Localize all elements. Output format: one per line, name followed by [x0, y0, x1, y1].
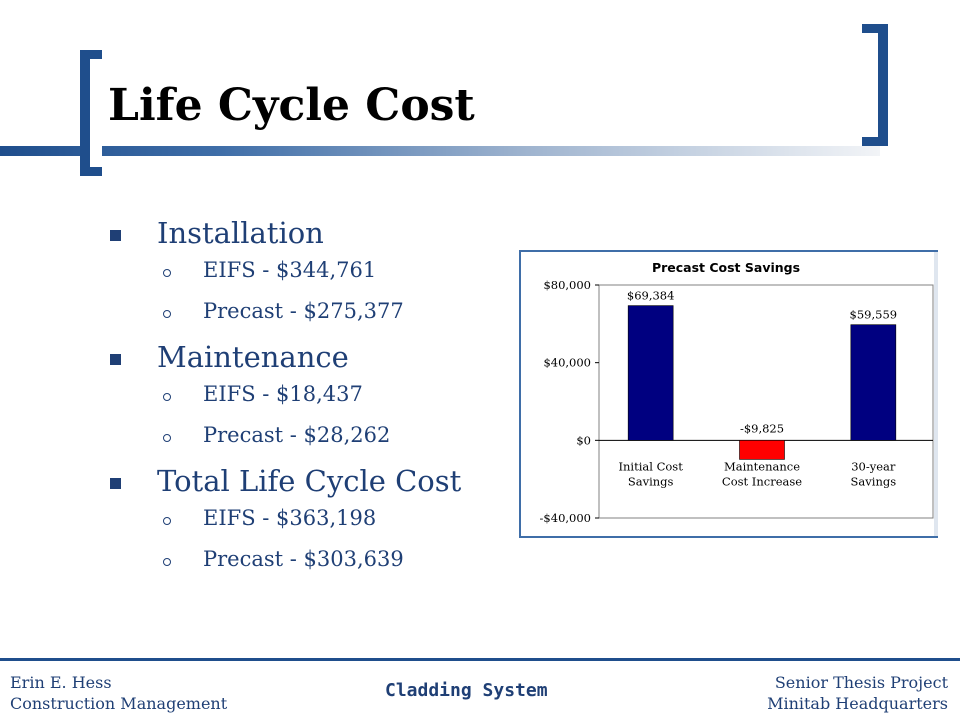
footer-author-dept: Construction Management: [10, 694, 228, 713]
circle-bullet-icon: [163, 517, 171, 525]
y-tick-label: $40,000: [543, 356, 591, 370]
footer-project-site: Minitab Headquarters: [767, 694, 948, 713]
footer-author: Erin E. Hess Construction Management: [10, 672, 227, 714]
sub-bullet-label: Precast - $303,639: [203, 547, 404, 571]
bullet-list: Installation EIFS - $344,761 Precast - $…: [110, 210, 510, 582]
bullet-label: Maintenance: [157, 340, 349, 374]
category-label: Maintenance Cost Increase: [722, 459, 802, 488]
sub-bullet-label: Precast - $275,377: [203, 299, 404, 323]
header-rule: [0, 146, 880, 156]
header-bracket-left: [80, 50, 102, 176]
y-tick-label: -$40,000: [540, 511, 591, 525]
precast-cost-savings-chart: Precast Cost Savings $80,000 $40,000 $0 -$4…: [540, 260, 934, 525]
circle-bullet-icon: [163, 269, 171, 277]
data-label: -$9,825: [740, 421, 784, 435]
sub-bullet: EIFS - $18,437: [110, 376, 510, 417]
data-label: $69,384: [627, 289, 675, 303]
footer-project: Senior Thesis Project Minitab Headquarte…: [767, 672, 948, 714]
slide-title: Life Cycle Cost: [108, 80, 475, 131]
chart-title: Precast Cost Savings: [652, 260, 800, 275]
bar: [739, 440, 785, 460]
square-bullet-icon: [110, 478, 121, 489]
bar: [627, 305, 674, 441]
bullet-maintenance: Maintenance: [110, 338, 510, 376]
y-tick-label: $0: [576, 433, 591, 447]
circle-bullet-icon: [163, 393, 171, 401]
category-label: 30-year Savings: [851, 459, 897, 488]
sub-bullet: Precast - $275,377: [110, 293, 510, 334]
bar: [850, 324, 897, 441]
header-bracket-right: [862, 24, 888, 146]
sub-bullet: Precast - $303,639: [110, 541, 510, 582]
circle-bullet-icon: [163, 558, 171, 566]
bullet-installation: Installation: [110, 214, 510, 252]
sub-bullet-label: EIFS - $18,437: [203, 382, 363, 406]
bullet-total-life-cycle-cost: Total Life Cycle Cost: [110, 462, 510, 500]
plot-area: [598, 284, 934, 519]
square-bullet-icon: [110, 230, 121, 241]
circle-bullet-icon: [163, 310, 171, 318]
chart-frame: Precast Cost Savings $80,000 $40,000 $0 -$4…: [519, 250, 938, 538]
footer-rule: [0, 658, 960, 661]
sub-bullet-label: EIFS - $344,761: [203, 258, 377, 282]
sub-bullet: Precast - $28,262: [110, 417, 510, 458]
y-tick-label: $80,000: [543, 278, 591, 292]
sub-bullet-label: EIFS - $363,198: [203, 506, 377, 530]
data-label: $59,559: [850, 308, 898, 322]
footer-section-title: Cladding System: [385, 680, 548, 701]
bullet-label: Total Life Cycle Cost: [157, 464, 462, 498]
sub-bullet: EIFS - $344,761: [110, 252, 510, 293]
category-label: Initial Cost Savings: [618, 459, 683, 488]
square-bullet-icon: [110, 354, 121, 365]
footer-author-name: Erin E. Hess: [10, 673, 112, 692]
bullet-label: Installation: [157, 216, 324, 250]
circle-bullet-icon: [163, 434, 171, 442]
sub-bullet-label: Precast - $28,262: [203, 423, 391, 447]
footer-project-name: Senior Thesis Project: [774, 673, 948, 692]
sub-bullet: EIFS - $363,198: [110, 500, 510, 541]
